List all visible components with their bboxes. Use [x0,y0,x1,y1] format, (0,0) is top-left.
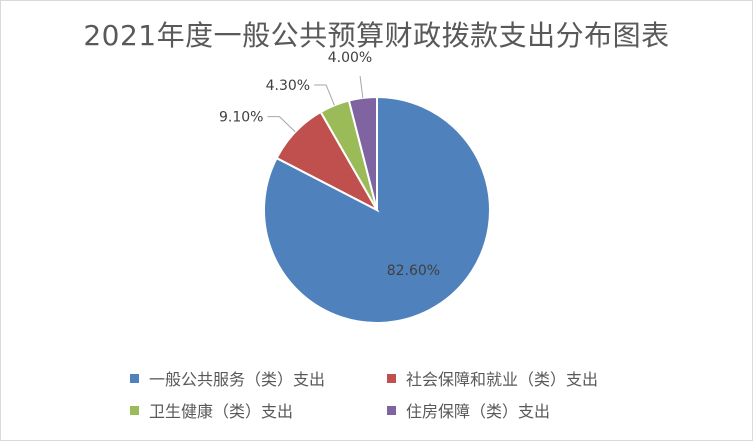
data-label-general-public-services: 82.60% [387,263,440,279]
legend-item-housing: 住房保障（类）支出 [387,398,550,422]
legend-label: 社会保障和就业（类）支出 [406,370,599,389]
legend-swatch [387,373,396,383]
leader-line [359,76,364,98]
legend-swatch [387,405,396,415]
legend-swatch [130,373,139,383]
slice-general-public-services [263,95,491,324]
leader-line [314,84,335,106]
legend-label: 住房保障（类）支出 [406,402,551,421]
data-label-social-security: 9.10% [219,110,263,126]
legend-item-general-public-services: 一般公共服务（类）支出 [130,366,325,390]
legend-label: 一般公共服务（类）支出 [149,370,326,389]
legend-item-social-security: 社会保障和就业（类）支出 [387,366,598,390]
data-label-health: 4.30% [266,78,310,94]
legend-swatch [130,405,139,415]
legend-item-health: 卫生健康（类）支出 [130,398,293,422]
legend-label: 卫生健康（类）支出 [149,402,294,421]
leader-line [267,116,296,133]
data-label-housing: 4.00% [328,50,372,66]
chart-title: 2021年度一般公共预算财政拨款支出分布图表 [83,19,670,52]
